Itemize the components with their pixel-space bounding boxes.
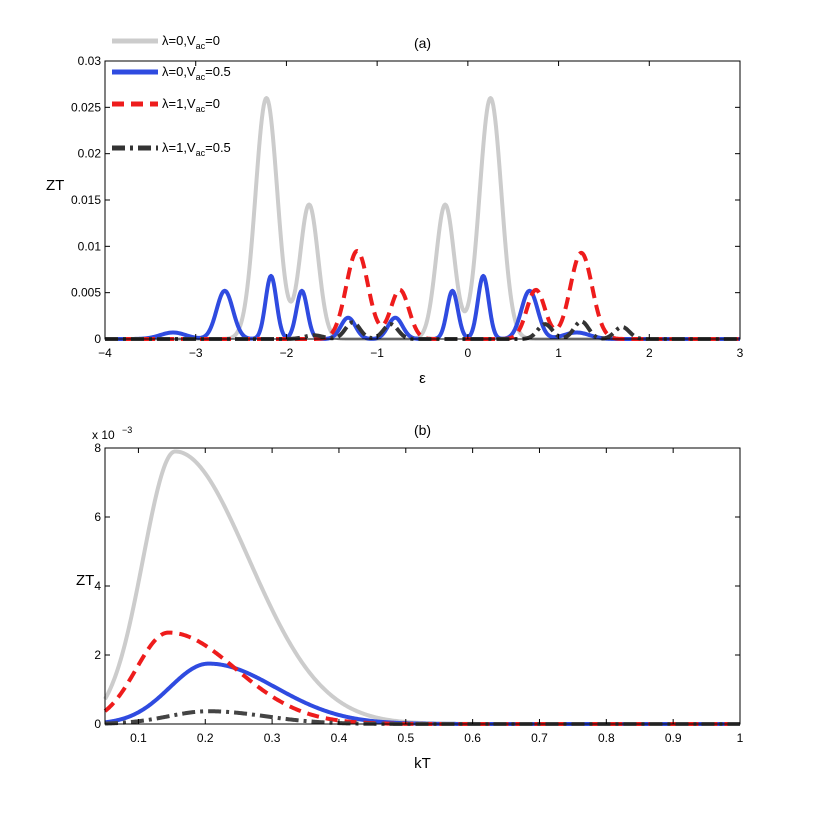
y-tick-label: 6: [94, 510, 101, 524]
x-tick-label: −1: [370, 346, 384, 360]
x-tick-label: 3: [737, 346, 744, 360]
y-tick-label: 0.005: [71, 286, 101, 300]
x-tick-label: 1: [555, 346, 562, 360]
legend-label: λ=0,Vac=0.5: [162, 64, 231, 82]
x-tick-label: 0.8: [598, 731, 615, 745]
legend-label: λ=1,Vac=0.5: [162, 140, 231, 158]
x-tick-label: 1: [737, 731, 744, 745]
series-line-1: [103, 449, 742, 726]
scale-exponent: −3: [122, 425, 132, 435]
y-tick-label: 8: [94, 441, 101, 455]
chart-title: (b): [414, 422, 431, 438]
legend-label-sub: ac: [196, 104, 206, 114]
series-line-1: [103, 96, 742, 341]
x-tick-label: 2: [646, 346, 653, 360]
x-tick-label: 0.1: [130, 731, 147, 745]
legend-label: λ=0,Vac=0: [162, 33, 220, 51]
x-tick-label: 0.9: [665, 731, 682, 745]
legend-label-sub: ac: [196, 41, 206, 51]
legend-label-prefix: λ=1,V: [162, 140, 196, 155]
legend-label-suffix: =0: [205, 33, 220, 48]
x-axis-label: ε: [419, 370, 426, 387]
legend-label: λ=1,Vac=0: [162, 96, 220, 114]
y-tick-label: 4: [94, 579, 101, 593]
x-tick-label: −4: [98, 346, 112, 360]
x-tick-label: 0: [465, 346, 472, 360]
x-tick-label: 0.4: [331, 731, 348, 745]
y-tick-label: 0.025: [71, 100, 101, 114]
chart-title: (a): [414, 35, 431, 51]
y-tick-label: 0: [94, 717, 101, 731]
chart-panel-b: (b) 0.1 0.2 0.3 0.4 0.5 0.6 0.7 0.8 0.9 1 0 2 4 6 8 kT ZT…: [76, 422, 744, 772]
y-tick-label: 0: [94, 332, 101, 346]
legend-label-sub: ac: [196, 72, 206, 82]
legend-label-suffix: =0.5: [205, 140, 231, 155]
x-tick-label: 0.5: [397, 731, 414, 745]
y-tick-label: 0.01: [78, 239, 102, 253]
axes-box: [104, 60, 741, 340]
legend-label-prefix: λ=1,V: [162, 96, 196, 111]
scale-note: x 10: [92, 428, 115, 442]
x-tick-label: 0.7: [531, 731, 548, 745]
x-tick-label: 0.2: [197, 731, 214, 745]
x-tick-label: −2: [280, 346, 294, 360]
legend-label-sub: ac: [196, 148, 206, 158]
axes-box: [104, 447, 741, 725]
y-axis-label: ZT: [76, 572, 94, 589]
legend-label-prefix: λ=0,V: [162, 33, 196, 48]
chart-panel-a: (a) −4 −3 −2 −1 0 1 2 3 0 0.005 0.01 0.015 0.02 0.025 0…: [46, 33, 744, 387]
x-tick-label: −3: [189, 346, 203, 360]
y-tick-label: 0.03: [78, 54, 102, 68]
series-line-2: [103, 661, 742, 726]
y-tick-label: 0.02: [78, 147, 102, 161]
x-axis-label: kT: [414, 755, 431, 772]
x-tick-label: 0.3: [264, 731, 281, 745]
y-tick-label: 0.015: [71, 193, 101, 207]
y-axis-label: ZT: [46, 177, 64, 194]
legend-label-suffix: =0.5: [205, 64, 231, 79]
series-line-3: [103, 248, 742, 341]
legend-label-suffix: =0: [205, 96, 220, 111]
legend: λ=0,Vac=0λ=0,Vac=0.5λ=1,Vac=0λ=1,Vac=0.5: [112, 33, 231, 158]
x-tick-label: 0.6: [464, 731, 481, 745]
legend-label-prefix: λ=0,V: [162, 64, 196, 79]
y-tick-label: 2: [94, 648, 101, 662]
